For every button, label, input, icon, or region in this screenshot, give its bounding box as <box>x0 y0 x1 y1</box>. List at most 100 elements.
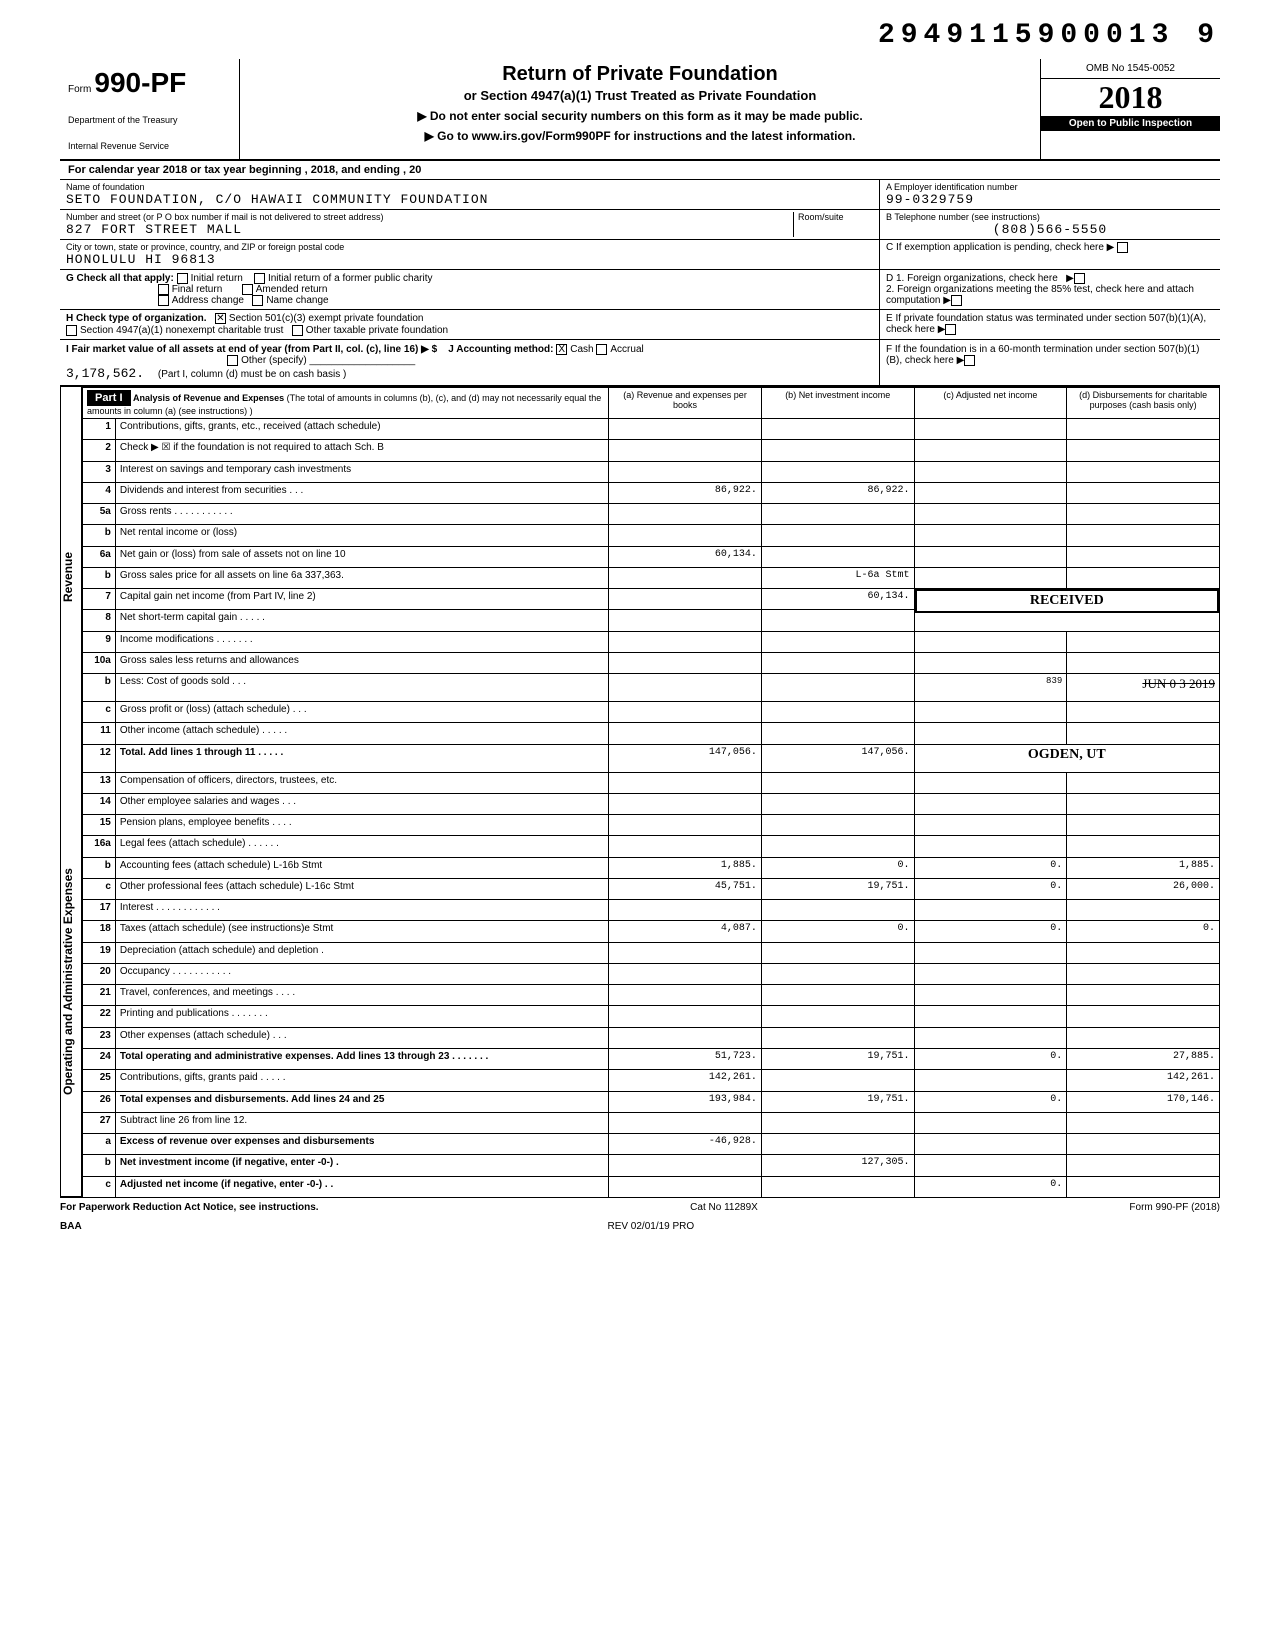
col-d-cell <box>1067 631 1220 652</box>
stamp-num: 839 <box>914 674 1067 702</box>
col-d-cell <box>1067 418 1220 439</box>
g-cb-name[interactable] <box>252 295 263 306</box>
col-a-cell <box>609 1112 762 1133</box>
received-stamp: RECEIVED <box>915 589 1219 613</box>
line-description: Travel, conferences, and meetings . . . … <box>115 985 608 1006</box>
col-d-cell <box>1067 652 1220 673</box>
col-b-cell <box>761 461 914 482</box>
table-row: 10a Gross sales less returns and allowan… <box>83 652 1220 673</box>
col-b-cell: L-6a Stmt <box>761 567 914 588</box>
table-row: c Gross profit or (loss) (attach schedul… <box>83 702 1220 723</box>
col-a-header: (a) Revenue and expenses per books <box>609 387 762 418</box>
line-description: Contributions, gifts, grants paid . . . … <box>115 1070 608 1091</box>
section-g-d-row: G Check all that apply: Initial return I… <box>60 270 1220 310</box>
part1-title: Analysis of Revenue and Expenses <box>133 393 284 403</box>
col-c-cell: 0. <box>914 878 1067 899</box>
col-b-cell <box>761 631 914 652</box>
col-a-cell <box>609 461 762 482</box>
table-row: 22 Printing and publications . . . . . .… <box>83 1006 1220 1027</box>
section-f: F If the foundation is in a 60-month ter… <box>880 340 1220 385</box>
col-c-cell <box>914 631 1067 652</box>
col-d-cell <box>1067 1155 1220 1176</box>
g-opt-1: Initial return of a former public charit… <box>268 273 433 284</box>
line-number: b <box>83 857 116 878</box>
col-a-cell <box>609 1006 762 1027</box>
col-c-cell <box>914 440 1067 461</box>
d2-checkbox[interactable] <box>951 295 962 306</box>
h-cb-501c3[interactable]: ✕ <box>215 313 226 324</box>
address-label: Number and street (or P O box number if … <box>66 212 793 222</box>
table-row: 25 Contributions, gifts, grants paid . .… <box>83 1070 1220 1091</box>
city-cell: City or town, state or province, country… <box>60 240 879 269</box>
col-c-cell <box>914 772 1067 793</box>
col-c-cell <box>914 482 1067 503</box>
col-b-cell: 19,751. <box>761 1091 914 1112</box>
line-number: 25 <box>83 1070 116 1091</box>
e-checkbox[interactable] <box>945 324 956 335</box>
line-description: Net rental income or (loss) <box>115 525 608 546</box>
line-description: Gross sales less returns and allowances <box>115 652 608 673</box>
title-note1: ▶ Do not enter social security numbers o… <box>244 109 1036 123</box>
j-cb-other[interactable] <box>227 355 238 366</box>
col-a-cell <box>609 702 762 723</box>
col-b-cell: 19,751. <box>761 1048 914 1069</box>
address-value: 827 FORT STREET MALL <box>66 222 793 237</box>
g-cb-final[interactable] <box>158 284 169 295</box>
name-cell: Name of foundation SETO FOUNDATION, C/O … <box>60 180 879 210</box>
col-b-cell <box>761 1006 914 1027</box>
line-description: Other employee salaries and wages . . . <box>115 793 608 814</box>
footer-paperwork: For Paperwork Reduction Act Notice, see … <box>60 1202 319 1213</box>
g-cb-initial[interactable] <box>177 273 188 284</box>
table-row: 19 Depreciation (attach schedule) and de… <box>83 942 1220 963</box>
col-d-cell <box>1067 1006 1220 1027</box>
col-a-cell: 60,134. <box>609 546 762 567</box>
col-c-cell <box>914 793 1067 814</box>
col-d-cell <box>1067 1027 1220 1048</box>
col-c-cell <box>914 461 1067 482</box>
g-cb-former[interactable] <box>254 273 265 284</box>
g-cb-address[interactable] <box>158 295 169 306</box>
col-c-cell <box>914 567 1067 588</box>
col-a-cell <box>609 525 762 546</box>
exemption-checkbox[interactable] <box>1117 242 1128 253</box>
j-cb-accrual[interactable] <box>596 344 607 355</box>
section-d: D 1. Foreign organizations, check here ▶… <box>880 270 1220 309</box>
col-d-cell <box>1067 815 1220 836</box>
table-row: 11 Other income (attach schedule) . . . … <box>83 723 1220 744</box>
g-cb-amended[interactable] <box>242 284 253 295</box>
col-b-cell <box>761 900 914 921</box>
col-c-cell: 0. <box>914 1048 1067 1069</box>
exemption-cell: C If exemption application is pending, c… <box>880 240 1220 255</box>
col-d-cell <box>1067 482 1220 503</box>
line-number: 4 <box>83 482 116 503</box>
table-row: 12 Total. Add lines 1 through 11 . . . .… <box>83 744 1220 772</box>
col-b-cell <box>761 793 914 814</box>
line-description: Excess of revenue over expenses and disb… <box>115 1134 608 1155</box>
i-label: I Fair market value of all assets at end… <box>66 344 437 355</box>
f-checkbox[interactable] <box>964 355 975 366</box>
line-number: 16a <box>83 836 116 857</box>
h-cb-other[interactable] <box>292 325 303 336</box>
col-a-cell <box>609 1155 762 1176</box>
line-description: Printing and publications . . . . . . . <box>115 1006 608 1027</box>
col-d-cell: 142,261. <box>1067 1070 1220 1091</box>
table-row: 7 Capital gain net income (from Part IV,… <box>83 589 1220 610</box>
col-c-cell <box>914 1134 1067 1155</box>
d1-checkbox[interactable] <box>1074 273 1085 284</box>
table-row: 3 Interest on savings and temporary cash… <box>83 461 1220 482</box>
section-ijf-row: I Fair market value of all assets at end… <box>60 340 1220 387</box>
j-cb-cash[interactable]: X <box>556 344 567 355</box>
h-cb-4947[interactable] <box>66 325 77 336</box>
exemption-label: C If exemption application is pending, c… <box>886 242 1114 253</box>
line-number: 10a <box>83 652 116 673</box>
h-opt-3: Other taxable private foundation <box>306 325 448 336</box>
omb-number: OMB No 1545-0052 <box>1041 59 1220 79</box>
title-main: Return of Private Foundation <box>244 63 1036 86</box>
foundation-name: SETO FOUNDATION, C/O HAWAII COMMUNITY FO… <box>66 192 873 207</box>
h-opt-1: Section 501(c)(3) exempt private foundat… <box>229 314 424 325</box>
revenue-side-label: Revenue <box>61 387 81 767</box>
line-number: 12 <box>83 744 116 772</box>
col-a-cell <box>609 985 762 1006</box>
line-description: Total. Add lines 1 through 11 . . . . . <box>115 744 608 772</box>
col-b-cell <box>761 1112 914 1133</box>
